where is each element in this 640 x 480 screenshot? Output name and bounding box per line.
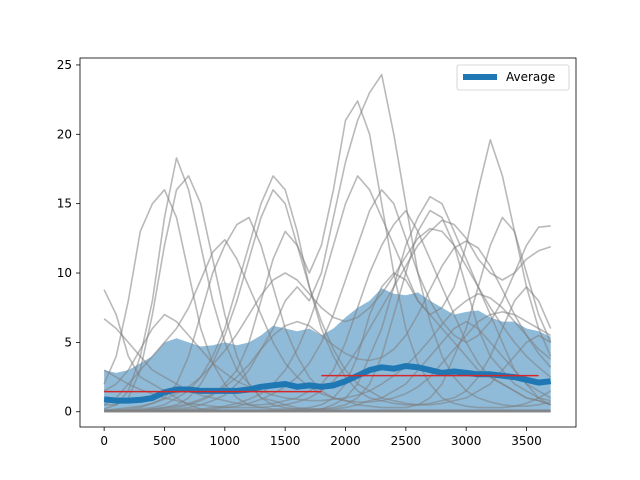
- trajectory-line-10: [104, 73, 551, 412]
- y-tick-label-20: 20: [57, 127, 72, 141]
- y-tick-label-25: 25: [57, 58, 72, 72]
- x-tick-label-3000: 3000: [451, 434, 482, 448]
- x-tick-label-0: 0: [100, 434, 108, 448]
- trajectory-line-5: [103, 189, 551, 410]
- trajectory-line-15: [103, 238, 552, 406]
- y-tick-label-10: 10: [57, 266, 72, 280]
- std-band-layer: [104, 288, 551, 412]
- x-tick-label-1000: 1000: [210, 434, 241, 448]
- legend: Average: [456, 64, 570, 91]
- x-tick-label-500: 500: [153, 434, 176, 448]
- legend-box: [456, 64, 570, 91]
- plot-frame: [79, 57, 577, 428]
- trajectory-line-7: [104, 175, 552, 412]
- y-tick-label-0: 0: [64, 405, 72, 419]
- trajectory-line-4: [103, 157, 552, 410]
- x-tick-label-3500: 3500: [511, 434, 542, 448]
- std-band-area: [104, 288, 551, 412]
- y-tick-label-15: 15: [57, 197, 72, 211]
- segment-means-layer: [104, 374, 539, 393]
- trajectory-line-6: [104, 216, 552, 412]
- x-tick-label-2000: 2000: [330, 434, 361, 448]
- legend-average-label: Average: [506, 70, 555, 84]
- y-tick-label-5: 5: [64, 335, 72, 349]
- x-tick-label-2500: 2500: [391, 434, 422, 448]
- average-line: [103, 363, 552, 404]
- trajectory-line-17: [104, 240, 552, 412]
- trajectory-line-8: [104, 189, 552, 412]
- x-axis-ticks: 0 500 1000 1500 2000 2500 3000 3500: [100, 427, 542, 448]
- trajectory-line-16: [104, 227, 552, 412]
- trajectory-line-2: [103, 209, 551, 406]
- y-axis-ticks: 0 5 10 15 20 25: [57, 58, 80, 419]
- trajectory-line-9: [104, 100, 552, 412]
- average-line-layer: [103, 363, 552, 404]
- x-tick-label-1500: 1500: [270, 434, 301, 448]
